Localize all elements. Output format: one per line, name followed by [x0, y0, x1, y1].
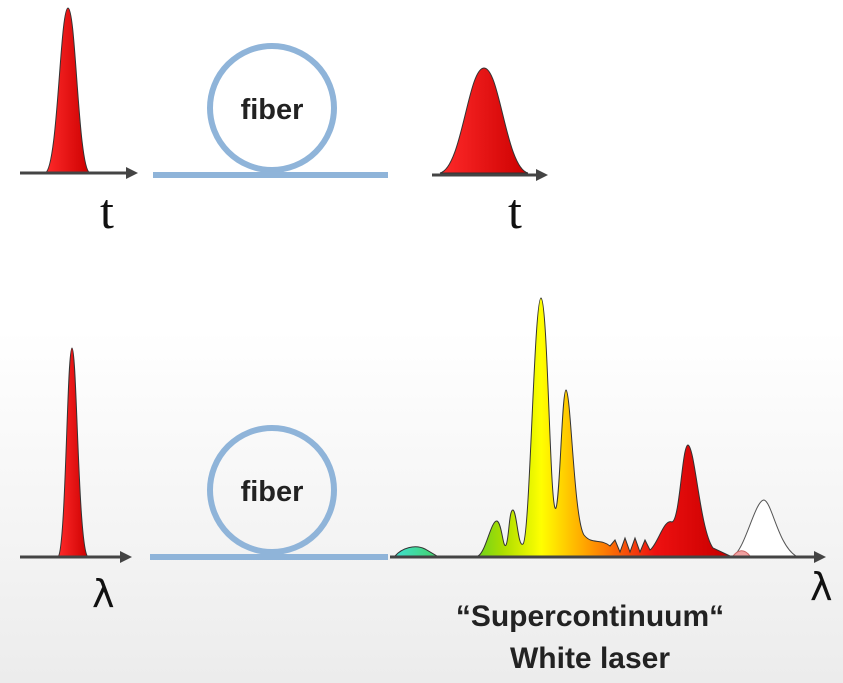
axis-label: t [508, 183, 522, 239]
axis-label: λ [810, 565, 833, 609]
caption-line: White laser [510, 642, 670, 675]
input-pulse [44, 7, 91, 174]
axis-label: t [100, 183, 114, 239]
axis-arrow [390, 551, 826, 563]
axis-arrow [20, 167, 138, 179]
output-pulse [439, 67, 529, 174]
axis-arrow [432, 169, 548, 181]
axis-arrow [20, 551, 132, 563]
fiber-loop [153, 43, 388, 178]
axis-label: λ [92, 572, 115, 616]
fiber-label: fiber [241, 94, 304, 126]
spectrum-peak [732, 499, 798, 557]
caption-line: “Supercontinuum“ [456, 600, 724, 633]
background-band [0, 330, 843, 683]
fiber-label: fiber [241, 476, 304, 508]
input-spectrum [56, 347, 90, 558]
fiber-loop [150, 425, 388, 560]
supercontinuum-spectrum [393, 297, 731, 557]
